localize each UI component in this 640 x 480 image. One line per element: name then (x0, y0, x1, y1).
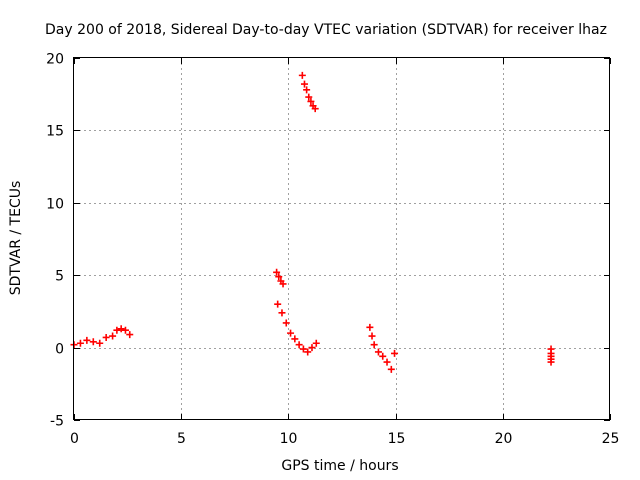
y-tick-label: 0 (55, 342, 64, 358)
data-point (126, 331, 134, 339)
data-point (391, 349, 399, 357)
x-axis-label: GPS time / hours (281, 458, 398, 474)
x-tick-label: 20 (495, 431, 513, 447)
data-point (275, 273, 283, 281)
data-point (387, 365, 395, 373)
x-tick-label: 5 (177, 431, 186, 447)
data-point (312, 339, 320, 347)
data-point (383, 358, 391, 366)
data-point (291, 335, 299, 343)
data-point (368, 332, 376, 340)
data-point (366, 323, 374, 331)
plot-frame (73, 57, 610, 420)
data-points (70, 71, 555, 373)
y-tick-label: -5 (50, 414, 64, 430)
data-point (279, 280, 287, 288)
x-tick-label: 25 (602, 431, 620, 447)
y-tick-label: 10 (46, 197, 64, 213)
data-point (274, 300, 282, 308)
data-point (305, 93, 313, 101)
data-point (83, 336, 91, 344)
chart-title: Day 200 of 2018, Sidereal Day-to-day VTE… (45, 22, 607, 38)
data-point (287, 329, 295, 337)
data-point (547, 358, 555, 366)
data-point (282, 319, 290, 327)
y-tick-label: 5 (55, 269, 64, 285)
data-point (273, 268, 281, 276)
data-point (300, 80, 308, 88)
y-tick-label: 15 (46, 124, 64, 140)
data-point (117, 325, 125, 333)
axis-ticks: 0 5 10 15 20 25 -5 0 5 10 15 20 (46, 52, 619, 448)
data-point (304, 348, 312, 356)
data-point (295, 341, 303, 349)
x-tick-label: 10 (280, 431, 298, 447)
grid-lines (74, 58, 610, 420)
data-point (76, 339, 84, 347)
x-tick-label: 0 (70, 431, 79, 447)
data-point (308, 344, 316, 352)
data-point (89, 338, 97, 346)
data-point (299, 345, 307, 353)
data-point (307, 97, 315, 105)
y-axis-label: SDTVAR / TECUs (8, 181, 24, 296)
data-point (298, 71, 306, 79)
data-point (278, 309, 286, 317)
data-point (303, 86, 311, 94)
data-point (370, 341, 378, 349)
data-point (121, 326, 129, 334)
data-point (374, 348, 382, 356)
y-tick-label: 20 (46, 52, 64, 68)
data-point (102, 333, 110, 341)
data-point (96, 339, 104, 347)
x-tick-label: 15 (388, 431, 406, 447)
data-point (379, 352, 387, 360)
data-point (113, 326, 121, 334)
data-point (109, 332, 117, 340)
data-point (311, 105, 319, 113)
